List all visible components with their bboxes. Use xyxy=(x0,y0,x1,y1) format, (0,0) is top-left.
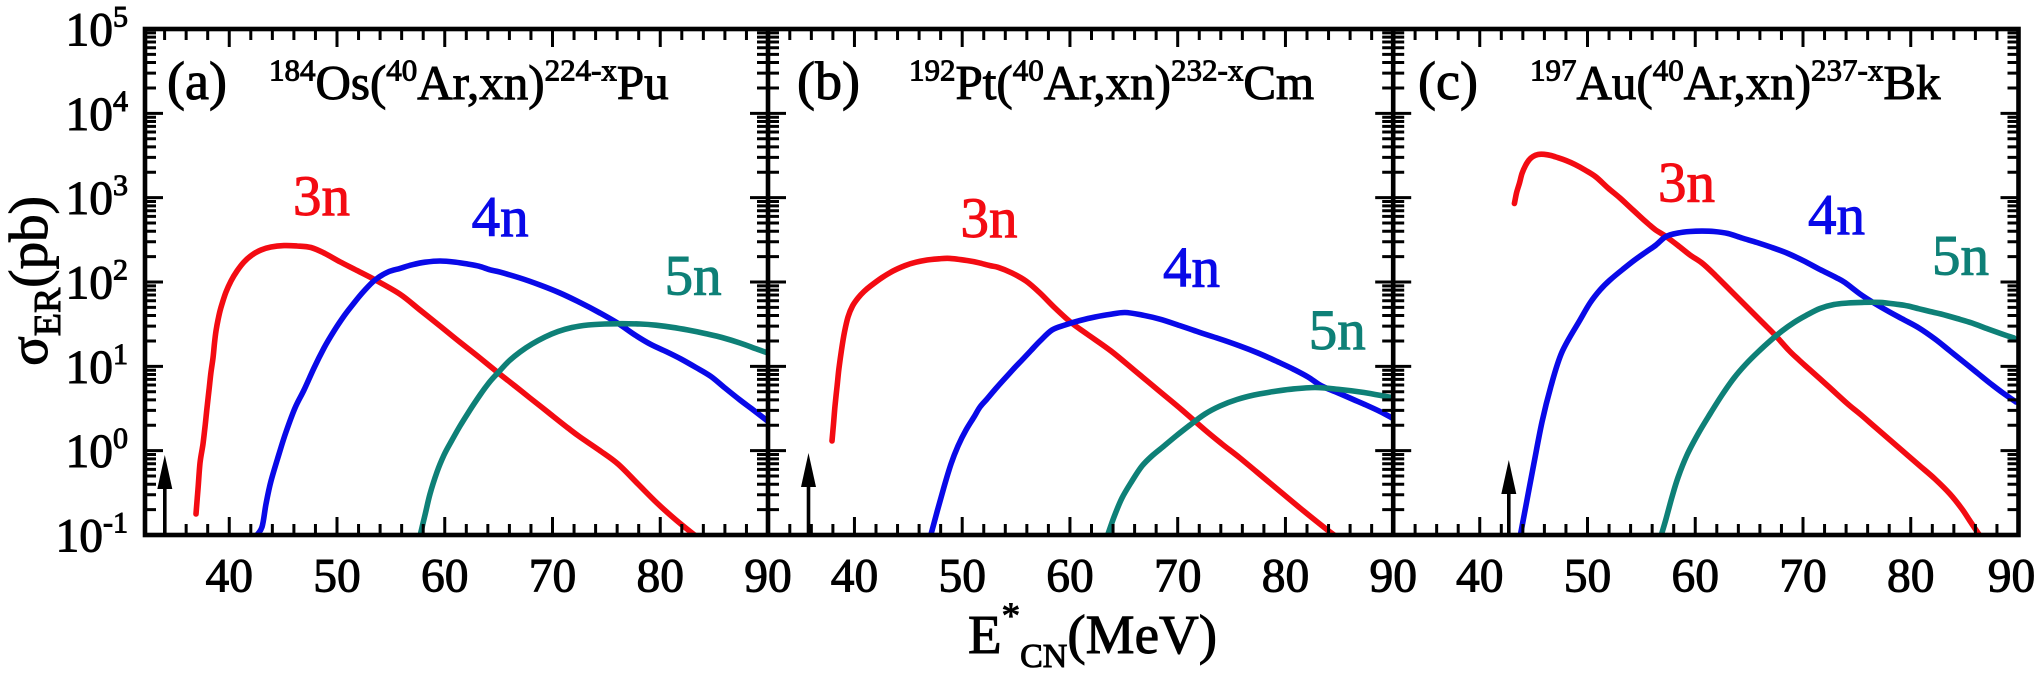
svg-text:197Au(40Ar,xn)237-xBk: 197Au(40Ar,xn)237-xBk xyxy=(1530,53,1941,111)
svg-text:60: 60 xyxy=(1671,551,1719,603)
svg-text:5n: 5n xyxy=(1309,299,1366,362)
svg-text:40: 40 xyxy=(205,551,253,603)
svg-text:10-1: 10-1 xyxy=(56,507,129,563)
svg-text:70: 70 xyxy=(1154,551,1202,603)
svg-text:192Pt(40Ar,xn)232-xCm: 192Pt(40Ar,xn)232-xCm xyxy=(909,53,1314,111)
svg-text:3n: 3n xyxy=(1658,152,1715,215)
svg-text:101: 101 xyxy=(66,338,129,394)
svg-text:90: 90 xyxy=(744,551,792,603)
svg-text:104: 104 xyxy=(66,85,129,141)
svg-text:80: 80 xyxy=(636,551,684,603)
svg-text:103: 103 xyxy=(66,169,129,225)
svg-text:5n: 5n xyxy=(1932,225,1989,288)
svg-text:50: 50 xyxy=(313,551,361,603)
svg-text:102: 102 xyxy=(66,254,129,310)
svg-text:60: 60 xyxy=(1046,551,1094,603)
svg-text:90: 90 xyxy=(1369,551,1417,603)
svg-text:4n: 4n xyxy=(1163,237,1220,300)
svg-text:3n: 3n xyxy=(293,165,350,228)
svg-text:105: 105 xyxy=(66,1,129,57)
svg-text:(c): (c) xyxy=(1418,51,1478,111)
svg-text:184Os(40Ar,xn)224-xPu: 184Os(40Ar,xn)224-xPu xyxy=(269,53,669,111)
svg-text:70: 70 xyxy=(529,551,577,603)
svg-text:40: 40 xyxy=(831,551,879,603)
svg-text:3n: 3n xyxy=(961,187,1018,250)
svg-text:80: 80 xyxy=(1262,551,1310,603)
svg-text:80: 80 xyxy=(1887,551,1935,603)
svg-text:E*CN(MeV): E*CN(MeV) xyxy=(968,596,1217,675)
svg-text:100: 100 xyxy=(66,422,129,478)
svg-text:70: 70 xyxy=(1779,551,1827,603)
svg-text:(a): (a) xyxy=(167,51,227,111)
svg-text:(b): (b) xyxy=(797,51,860,111)
svg-text:5n: 5n xyxy=(665,245,722,308)
svg-text:4n: 4n xyxy=(472,186,529,249)
svg-text:90: 90 xyxy=(1988,551,2036,603)
svg-text:60: 60 xyxy=(421,551,469,603)
svg-text:4n: 4n xyxy=(1808,184,1865,247)
svg-text:50: 50 xyxy=(938,551,986,603)
svg-text:40: 40 xyxy=(1456,551,1504,603)
svg-text:σER(pb): σER(pb) xyxy=(0,196,69,366)
svg-text:50: 50 xyxy=(1564,551,1612,603)
